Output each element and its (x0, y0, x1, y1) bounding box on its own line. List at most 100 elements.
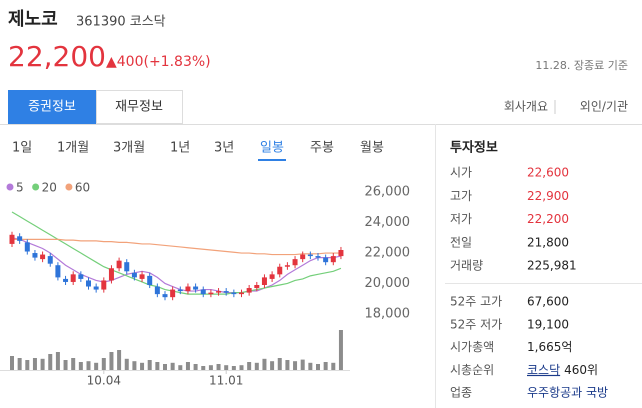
candle-body (131, 272, 137, 278)
volume-bar (124, 358, 129, 370)
candle-body (246, 288, 252, 293)
volume-bar (17, 358, 22, 370)
period-tab[interactable]: 3개월 (113, 141, 145, 156)
candle-body (338, 250, 344, 257)
candle-body (284, 265, 290, 267)
volume-bar (132, 361, 137, 370)
candle-body (47, 256, 53, 264)
volume-bar (208, 365, 213, 370)
volume-bar (163, 364, 167, 370)
candle-body (101, 280, 107, 290)
candle-body (124, 262, 130, 272)
volume-bar (323, 362, 328, 370)
volume-bar (277, 358, 282, 370)
as-of: 11.28. 장종료 기준 (535, 59, 628, 72)
volume-bar (331, 362, 336, 370)
tab-label[interactable]: 재무정보 (115, 100, 163, 115)
info-value: 225,981 (527, 259, 577, 273)
candle-body (231, 292, 237, 295)
candle-body (108, 268, 114, 281)
volume-bar (216, 364, 221, 370)
candle-body (193, 286, 199, 290)
info-label: 고가 (450, 189, 472, 203)
candle-body (24, 242, 30, 252)
info-extra: 460위 (564, 363, 598, 377)
info-label: 시가 (450, 166, 472, 180)
tab[interactable] (96, 90, 183, 124)
candle-body (147, 275, 153, 285)
legend-label: 20 (42, 181, 57, 195)
link[interactable]: 외인/기관 (580, 100, 628, 114)
info-label: 52주 고가 (450, 295, 502, 309)
candle-body (32, 253, 38, 258)
info-label: 시가총액 (450, 340, 494, 354)
volume-bar (101, 358, 106, 370)
info-value[interactable]: 코스닥 (527, 363, 560, 377)
info-label: 전일 (450, 235, 472, 249)
volume-bar (109, 352, 114, 370)
candle-body (93, 286, 99, 290)
info-label: 거래량 (450, 259, 483, 273)
volume-bar (55, 352, 60, 370)
period-tab[interactable]: 일봉 (260, 141, 284, 156)
link[interactable]: 회사개요 (504, 100, 548, 114)
info-label: 저가 (450, 212, 472, 226)
volume-bar (338, 330, 343, 370)
legend-dot (65, 183, 73, 191)
period-tab[interactable]: 1개월 (57, 141, 89, 156)
info-value: 67,600 (527, 295, 569, 309)
candle-body (330, 256, 336, 263)
info-label: 업종 (450, 386, 472, 400)
y-tick-label: 22,000 (365, 246, 411, 261)
candle-body (216, 291, 222, 293)
period-tab[interactable]: 1년 (170, 141, 190, 156)
candle-body (116, 260, 122, 269)
volume-bar (10, 356, 14, 370)
volume-bar (86, 361, 91, 370)
candle-body (162, 294, 168, 298)
info-value: 19,100 (527, 317, 569, 331)
volume-bar (254, 362, 259, 370)
volume-bar (78, 362, 83, 370)
price-change: ▲400(+1.83%) (106, 54, 211, 70)
period-tab[interactable]: 주봉 (310, 141, 334, 156)
volume-bar (40, 358, 45, 370)
volume-bar (270, 361, 275, 370)
candle-body (300, 254, 306, 260)
ma-line (11, 237, 342, 294)
volume-bar (231, 366, 236, 370)
candle-body (63, 278, 69, 282)
volume-bar (178, 365, 183, 370)
volume-bar (300, 359, 305, 370)
tab-label[interactable]: 증권정보 (28, 100, 76, 115)
info-value: 1,665억 (527, 340, 572, 354)
period-tab[interactable]: 1일 (12, 141, 32, 156)
period-tab[interactable]: 월봉 (360, 141, 384, 156)
volume-bar (71, 358, 76, 370)
volume-bar (185, 362, 190, 370)
x-tick-label: 11.01 (209, 374, 243, 388)
volume-bar (201, 366, 206, 370)
info-value: 21,800 (527, 235, 569, 249)
volume-bar (63, 360, 68, 370)
info-value: 22,900 (527, 189, 569, 203)
candle-body (154, 286, 160, 295)
candle-body (70, 274, 76, 282)
candle-body (170, 289, 176, 298)
candle-body (185, 286, 191, 292)
volume-bar (308, 362, 313, 370)
candle-body (200, 289, 206, 295)
volume-bar (293, 361, 298, 370)
legend-dot (32, 183, 40, 191)
volume-bar (94, 362, 99, 370)
volume-bar (262, 358, 267, 370)
volume-bar (32, 358, 37, 370)
stock-name: 제노코 (8, 9, 58, 30)
tab-active[interactable] (8, 90, 96, 124)
legend-label: 60 (75, 181, 90, 195)
period-tab[interactable]: 3년 (214, 141, 234, 156)
ma-line (11, 211, 342, 295)
volume-bar (285, 360, 290, 370)
candle-body (277, 266, 283, 275)
